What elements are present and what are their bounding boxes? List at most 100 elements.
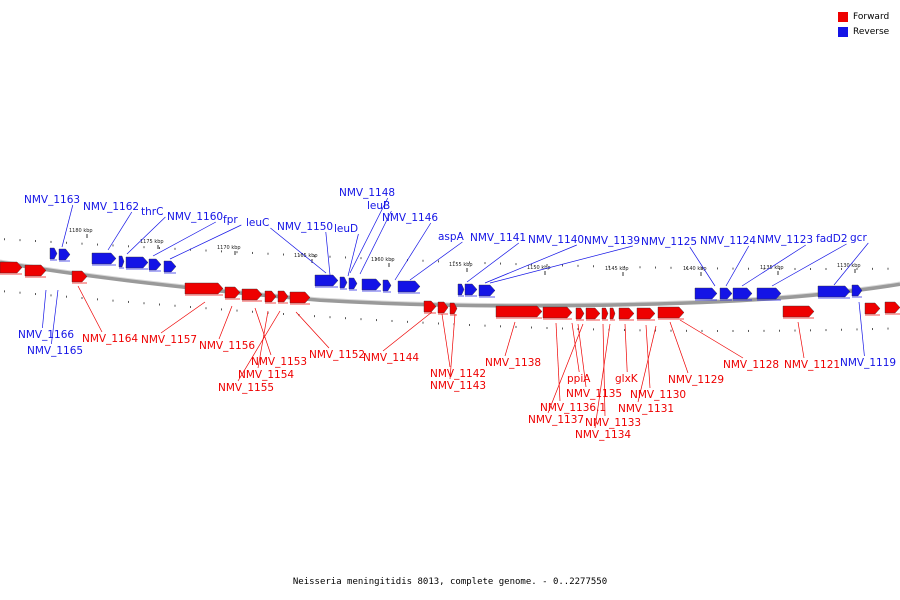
forward-gene-label[interactable]: NMV_1130 (630, 389, 686, 401)
reverse-gene-label[interactable]: NMV_1162 (83, 201, 139, 213)
forward-gene-leader (254, 307, 272, 356)
reverse-gene-label[interactable]: NMV_1160 (167, 211, 223, 223)
reverse-gene-leader (347, 233, 359, 277)
forward-gene-label[interactable]: NMV_1143 (430, 380, 486, 392)
forward-gene-arrow[interactable] (542, 306, 573, 319)
forward-gene-arrow[interactable] (884, 301, 900, 314)
reverse-gene-arrow[interactable] (148, 258, 162, 271)
forward-gene-label[interactable]: NMV_1142 (430, 368, 486, 380)
scale-dot (593, 265, 594, 268)
reverse-gene-arrow[interactable] (756, 287, 782, 300)
forward-gene-arrow[interactable] (575, 307, 585, 320)
reverse-gene-label[interactable]: NMV_1123 (757, 234, 813, 246)
reverse-gene-label[interactable]: NMV_1166 (18, 329, 74, 341)
forward-gene-label[interactable]: NMV_1133 (585, 417, 641, 429)
forward-gene-label[interactable]: NMV_1157 (141, 334, 197, 346)
reverse-gene-label[interactable]: NMV_1139 (584, 235, 640, 247)
reverse-gene-arrow[interactable] (118, 255, 125, 268)
scale-dot (391, 258, 393, 261)
reverse-gene-arrow[interactable] (464, 283, 478, 296)
forward-gene-arrow[interactable] (0, 261, 23, 274)
reverse-gene-label[interactable]: NMV_1150 (277, 221, 333, 233)
forward-gene-label[interactable]: NMV_1154 (238, 369, 294, 381)
forward-gene-label[interactable]: NMV_1128 (723, 359, 779, 371)
reverse-gene-label[interactable]: NMV_1141 (470, 232, 526, 244)
reverse-gene-label[interactable]: gcr (850, 232, 867, 244)
forward-gene-arrow[interactable] (495, 305, 543, 318)
reverse-gene-label[interactable]: NMV_1148 (339, 187, 395, 199)
forward-gene-arrow[interactable] (449, 302, 458, 315)
reverse-gene-label[interactable]: fpr (223, 214, 238, 226)
reverse-gene-arrow[interactable] (314, 274, 339, 287)
reverse-gene-arrow[interactable] (339, 276, 348, 289)
forward-gene-label[interactable]: NMV_1138 (485, 357, 541, 369)
forward-gene-arrow[interactable] (24, 264, 47, 277)
forward-gene-arrow[interactable] (437, 301, 449, 314)
forward-gene-label[interactable]: NMV_1129 (668, 374, 724, 386)
forward-gene-arrow[interactable] (657, 306, 685, 319)
forward-gene-arrow[interactable] (618, 307, 635, 320)
forward-gene-arrow[interactable] (423, 300, 437, 313)
forward-gene-label[interactable]: NMV_1144 (363, 352, 419, 364)
forward-gene-arrow[interactable] (184, 282, 224, 295)
reverse-gene-arrow[interactable] (478, 284, 496, 297)
reverse-gene-label[interactable]: aspA (438, 231, 465, 243)
reverse-gene-label[interactable]: thrC (141, 206, 163, 218)
reverse-gene-arrow[interactable] (457, 283, 465, 296)
reverse-gene-arrow[interactable] (163, 260, 177, 273)
reverse-gene-label[interactable]: NMV_1163 (24, 194, 80, 206)
reverse-gene-label[interactable]: leuB (367, 200, 390, 212)
forward-gene-arrow[interactable] (264, 290, 277, 303)
reverse-gene-arrow[interactable] (719, 287, 733, 300)
forward-gene-label[interactable]: NMV_1135 (566, 388, 622, 400)
forward-gene-label[interactable]: NMV_1153 (251, 356, 307, 368)
forward-gene-arrow[interactable] (289, 291, 311, 304)
reverse-gene-label[interactable]: NMV_1165 (27, 345, 83, 357)
forward-gene-label[interactable]: NMV_1136.1 (540, 402, 606, 414)
forward-gene-arrow[interactable] (585, 307, 601, 320)
forward-gene-arrow[interactable] (277, 290, 289, 303)
reverse-gene-arrow[interactable] (348, 277, 358, 290)
reverse-gene-label[interactable]: NMV_1119 (840, 357, 896, 369)
reverse-gene-arrow[interactable] (851, 284, 863, 297)
scale-dot (717, 267, 718, 270)
reverse-gene-arrow[interactable] (91, 252, 117, 265)
reverse-gene-arrow[interactable] (817, 285, 851, 298)
forward-gene-label[interactable]: NMV_1134 (575, 429, 631, 441)
reverse-gene-arrow[interactable] (361, 278, 382, 291)
reverse-gene-arrow[interactable] (125, 256, 149, 269)
forward-gene-label[interactable]: glxK (615, 373, 639, 385)
forward-gene-arrow[interactable] (224, 286, 241, 299)
reverse-gene-label[interactable]: fadD2 (816, 233, 848, 245)
reverse-gene-label[interactable]: leuD (334, 223, 358, 235)
reverse-gene-arrow[interactable] (58, 248, 71, 261)
forward-gene-arrow[interactable] (601, 307, 609, 320)
forward-gene-leader (624, 323, 628, 373)
forward-gene-arrow[interactable] (636, 307, 656, 320)
forward-gene-label[interactable]: NMV_1164 (82, 333, 138, 345)
forward-gene-arrow[interactable] (864, 302, 881, 315)
forward-gene-arrow[interactable] (241, 288, 263, 301)
forward-gene-label[interactable]: NMV_1156 (199, 340, 255, 352)
forward-gene-label[interactable]: ppiA (567, 373, 591, 385)
reverse-gene-label[interactable]: NMV_1124 (700, 235, 756, 247)
reverse-gene-label[interactable]: leuC (246, 217, 269, 229)
forward-gene-label[interactable]: NMV_1155 (218, 382, 274, 394)
reverse-gene-arrow[interactable] (382, 279, 392, 292)
forward-gene-label[interactable]: NMV_1137 (528, 414, 584, 426)
scale-dot (190, 305, 191, 308)
forward-gene-arrow[interactable] (71, 270, 88, 283)
reverse-gene-label[interactable]: NMV_1125 (641, 236, 697, 248)
reverse-gene-arrow[interactable] (694, 287, 718, 300)
reverse-gene-arrow[interactable] (397, 280, 421, 293)
forward-gene-arrow[interactable] (782, 305, 815, 318)
reverse-gene-arrow-shadow (383, 291, 391, 293)
reverse-gene-arrow[interactable] (732, 287, 753, 300)
reverse-gene-arrow[interactable] (49, 247, 58, 260)
forward-gene-arrow[interactable] (609, 307, 616, 320)
reverse-gene-label[interactable]: NMV_1146 (382, 212, 438, 224)
forward-gene-label[interactable]: NMV_1121 (784, 359, 840, 371)
reverse-gene-label[interactable]: NMV_1140 (528, 234, 584, 246)
forward-gene-label[interactable]: NMV_1131 (618, 403, 674, 415)
forward-gene-label[interactable]: NMV_1152 (309, 349, 365, 361)
